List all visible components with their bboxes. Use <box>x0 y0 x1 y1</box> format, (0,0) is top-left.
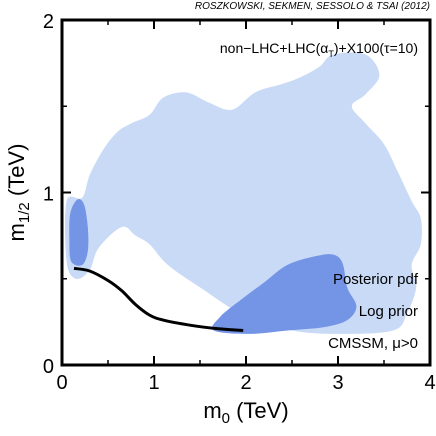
y-tick-label: 0 <box>43 356 54 378</box>
x-tick-label: 0 <box>56 372 67 394</box>
annotation-prior: Log prior <box>359 303 418 320</box>
y-tick-label: 2 <box>43 11 54 33</box>
annotation-data-sets-end: )+X100(τ=10) <box>334 40 418 56</box>
limit-curve <box>73 266 244 332</box>
y-tick-label: 1 <box>43 184 54 206</box>
x-axis-title-main: m <box>203 398 221 423</box>
annotation-data-sets: non−LHC+LHC(αT)+X100(τ=10) <box>220 40 418 59</box>
annotation-data-sets-main: non−LHC+LHC(α <box>220 40 328 56</box>
x-tick-label: 4 <box>424 372 435 394</box>
x-axis-title-unit: (TeV) <box>230 398 289 423</box>
y-axis-title-main: m <box>4 223 29 241</box>
x-tick-label: 3 <box>332 372 343 394</box>
y-axis-title-unit: (TeV) <box>4 144 29 203</box>
x-axis-title: m0 (TeV) <box>203 398 288 427</box>
region-95-percent <box>65 52 422 334</box>
annotation-model: CMSSM, μ>0 <box>328 335 418 352</box>
limit-curve-layer <box>73 266 244 332</box>
annotation-posterior: Posterior pdf <box>333 271 419 288</box>
x-tick-label: 1 <box>148 372 159 394</box>
annotations: non−LHC+LHC(αT)+X100(τ=10) Posterior pdf… <box>220 40 419 352</box>
x-axis-title-sub: 0 <box>222 410 230 427</box>
credit-text: ROSZKOWSKI, SEKMEN, SESSOLO & TSAI (2012… <box>195 1 430 12</box>
annotation-data-sets-sub: T <box>328 49 334 59</box>
axis-ticks: 0 1 2 3 4 0 1 2 <box>43 11 436 394</box>
y-axis-title-sub: 1/2 <box>16 202 33 223</box>
region-68-percent-2 <box>212 254 357 334</box>
credible-regions <box>65 52 422 334</box>
x-tick-label: 2 <box>240 372 251 394</box>
plot-area <box>65 52 422 334</box>
region-68-percent-1 <box>69 198 89 266</box>
y-axis-title: m1/2 (TeV) <box>4 144 33 242</box>
